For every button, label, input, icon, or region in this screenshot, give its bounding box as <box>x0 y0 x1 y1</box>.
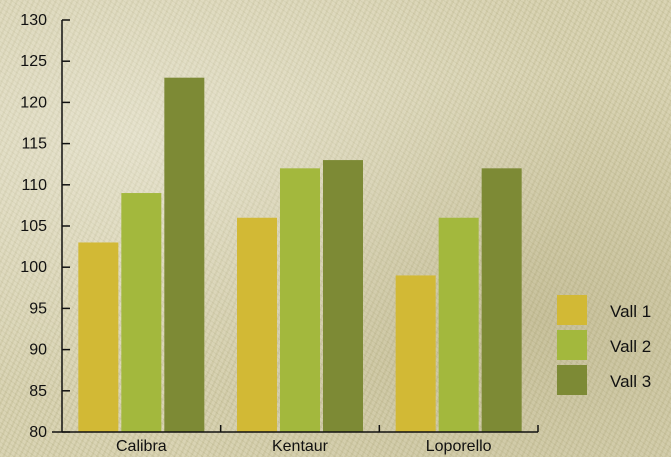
bar-loporello-vall-3 <box>481 168 522 432</box>
bar-kentaur-vall-1 <box>237 217 277 432</box>
bar-calibra-vall-3 <box>164 77 205 433</box>
legend-swatch-vall-3 <box>557 365 587 395</box>
x-tick-label: Kentaur <box>272 438 329 455</box>
bars-group <box>78 77 522 433</box>
bar-kentaur-vall-3 <box>323 160 363 432</box>
y-tick-label: 90 <box>29 342 47 359</box>
legend: Vall 1 Vall 2 Vall 3 <box>557 295 651 395</box>
y-tick-label: 120 <box>20 94 47 111</box>
bar-loporello-vall-2 <box>438 217 479 432</box>
x-tick-label: Calibra <box>116 438 167 455</box>
y-tick-label: 85 <box>29 383 47 400</box>
y-tick-label: 100 <box>20 259 47 276</box>
bar-calibra-vall-1 <box>78 242 119 432</box>
legend-label: Vall 2 <box>610 337 651 356</box>
legend-swatch-vall-2 <box>557 330 587 360</box>
x-tick-label: Loporello <box>426 438 492 455</box>
bar-calibra-vall-2 <box>121 193 162 432</box>
y-tick-label: 115 <box>21 136 47 153</box>
y-tick-label: 125 <box>20 53 47 70</box>
y-tick-label: 80 <box>29 424 47 441</box>
axes-group: Calibra Kentaur Loporello 80 85 90 95 100 105 110… <box>20 12 539 455</box>
bar-kentaur-vall-2 <box>280 168 320 432</box>
bar-loporello-vall-1 <box>395 275 436 432</box>
y-tick-label: 130 <box>20 12 47 29</box>
y-tick-label: 95 <box>29 300 47 317</box>
y-tick-label: 105 <box>20 218 47 235</box>
legend-swatch-vall-1 <box>557 295 587 325</box>
legend-label: Vall 3 <box>610 372 651 391</box>
legend-label: Vall 1 <box>610 302 651 321</box>
y-tick-label: 110 <box>21 177 47 194</box>
